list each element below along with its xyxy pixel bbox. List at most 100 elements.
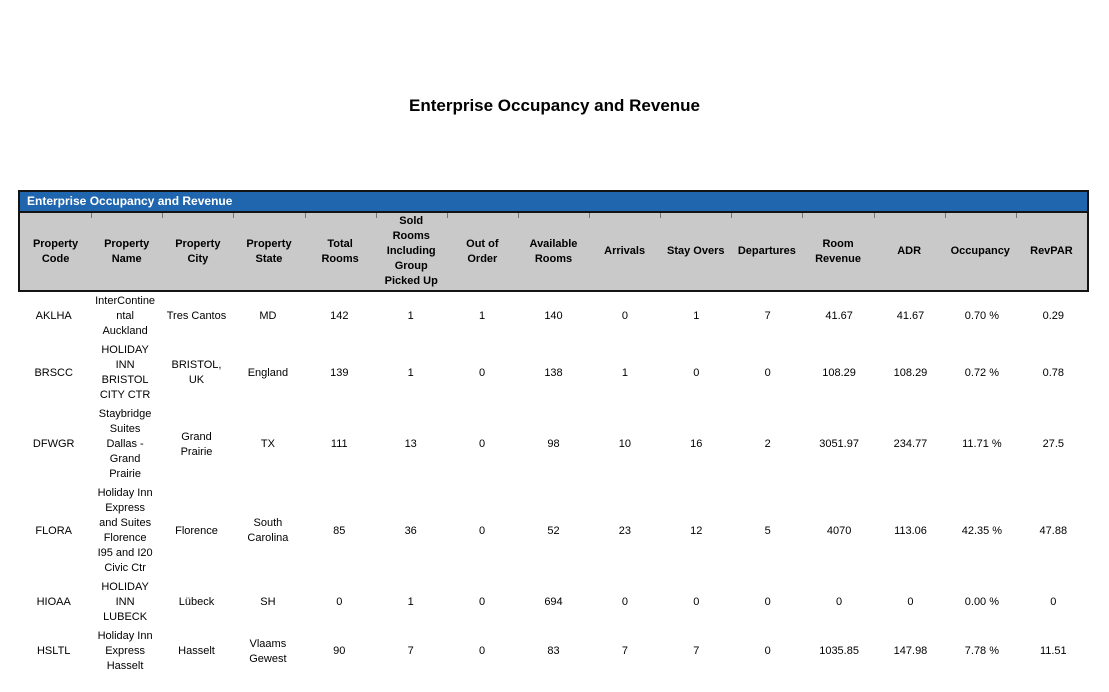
table-cell: 0 (336, 596, 343, 608)
table-cell: 7 (621, 645, 628, 657)
table-cell: HOLIDAY INN LUBECK (101, 581, 149, 623)
table-cell: 0.00 % (964, 596, 1000, 608)
table-cell: 7.78 % (964, 645, 1000, 657)
table-cell: 140 (544, 310, 563, 322)
table-cell: Florence (175, 524, 218, 537)
table-cell: 16 (690, 438, 703, 450)
table-cell: 5 (764, 524, 771, 537)
table-cell: 0.72 % (964, 366, 1000, 379)
table-cell: SH (260, 596, 276, 608)
table-cell: HSLTL (36, 645, 71, 657)
table-cell: 52 (547, 524, 560, 537)
table-cell: 0 (764, 645, 771, 657)
table-cell: 83 (547, 645, 560, 657)
table-cell: Grand Prairie (180, 430, 213, 458)
table-cell: 7 (764, 310, 771, 322)
table-cell: 113.06 (894, 524, 927, 537)
table-cell: 139 (330, 366, 349, 379)
table-cell: MD (259, 310, 277, 322)
table-row: DFWGR Staybridge Suites Dallas - Grand Pr… (18, 405, 1089, 484)
table-cell: 13 (404, 438, 417, 450)
report-banner-title: Enterprise Occupancy and Revenue (20, 192, 1087, 213)
table-cell: 0 (764, 596, 771, 608)
table-cell: 2 (764, 438, 771, 450)
header-cell: Property State (233, 213, 304, 290)
table-cell: 10 (618, 438, 632, 450)
table-cell: 111 (330, 438, 348, 450)
table-cell: TX (260, 438, 275, 450)
table-cell: HIOAA (36, 596, 71, 608)
table-body: AKLHA InterContine ntal Auckland Tres Cant… (18, 292, 1089, 676)
table-cell: South Carolina (247, 517, 289, 544)
table-cell: 0 (479, 645, 486, 657)
table-cell: Hasselt (178, 645, 215, 657)
table-cell: 138 (544, 366, 563, 379)
header-cell: Stay Overs (660, 213, 731, 290)
page-title: Enterprise Occupancy and Revenue (409, 96, 700, 115)
table-cell: 0.70 % (964, 310, 1000, 322)
table-cell: 1 (479, 310, 486, 322)
table-cell: Vlaams Gewest (249, 637, 287, 665)
table-cell: 108.29 (893, 366, 928, 379)
table-cell: HOLIDAY INN BRISTOL CITY CTR (99, 344, 151, 401)
table-cell: 0 (479, 366, 486, 379)
header-cell: Sold Rooms Including Group Picked Up (375, 213, 447, 290)
table-cell: 1 (693, 310, 700, 322)
header-cell: Arrivals (589, 213, 660, 290)
table-cell: 7 (407, 645, 414, 657)
table-cell: Holiday Inn Express Hasselt (97, 630, 153, 672)
table-row: FLORA Holiday Inn Express and Suites Flor… (18, 484, 1089, 578)
header-cell: Property Name (91, 213, 162, 290)
table-cell: 27.5 (1042, 438, 1064, 450)
table-cell: 108.29 (822, 366, 856, 379)
table-cell: 3051.97 (819, 438, 859, 450)
table-cell: 4070 (826, 524, 852, 537)
table-cell: Tres Cantos (166, 310, 227, 322)
table-cell: 12 (690, 524, 703, 537)
header-cell: Property Code (32, 237, 79, 265)
table-cell: 142 (330, 310, 349, 322)
table-cell: AKLHA (35, 310, 72, 322)
header-cell: Out of Order (446, 213, 518, 290)
table-cell: 0 (621, 310, 628, 322)
table-cell: 0 (479, 438, 486, 450)
table-cell: 90 (333, 645, 346, 657)
table-cell: 11.71 % (962, 438, 1002, 450)
table-row: HIOAA HOLIDAY INN LUBECK Lübeck SH 0 1 0 694 0 0 0… (18, 578, 1089, 627)
table-cell: 7 (693, 645, 700, 657)
table-cell: 42.35 % (961, 524, 1003, 537)
report-header-block: Enterprise Occupancy and Revenue Propert… (18, 190, 1089, 292)
header-cell: Departures (731, 213, 802, 290)
table-cell: InterContine ntal Auckland (95, 295, 156, 337)
table-row: AKLHA InterContine ntal Auckland Tres Cant… (18, 292, 1089, 341)
header-cell: ADR (873, 213, 945, 290)
table-cell: Staybridge Suites Dallas - Grand Prairie (98, 408, 152, 480)
table-cell: BRISTOL, UK (171, 359, 222, 386)
header-cell: Room Revenue (802, 213, 873, 290)
table-cell: Lübeck (178, 596, 215, 608)
table-cell: 0 (621, 596, 628, 608)
table-cell: 234.77 (893, 438, 928, 450)
table-cell: 694 (544, 596, 563, 608)
table-cell: 47.88 (1039, 524, 1068, 537)
header-cell: Total Rooms (304, 213, 376, 290)
table-row: HSLTL Holiday Inn Express Hasselt Hasselt V… (18, 627, 1089, 676)
table-cell: 0 (479, 524, 486, 537)
table-cell: 36 (404, 524, 417, 537)
table-cell: 85 (333, 524, 346, 537)
header-cell: Occupancy (944, 213, 1016, 290)
table-cell: 1 (621, 366, 628, 379)
header-cell: Property City (162, 213, 233, 290)
header-cell: Available Rooms (517, 213, 589, 290)
table-cell: 0 (836, 596, 843, 608)
table-row: BRSCC HOLIDAY INN BRISTOL CITY CTR BRISTOL… (18, 341, 1089, 405)
table-cell: 98 (547, 438, 560, 450)
table-cell: 147.98 (893, 645, 928, 657)
table-cell: FLORA (35, 524, 73, 537)
table-cell: 1 (407, 596, 414, 608)
table-cell: DFWGR (32, 438, 75, 450)
table-cell: 0 (693, 596, 700, 608)
table-cell: 0 (764, 366, 771, 379)
table-cell: 0.78 (1042, 366, 1064, 379)
